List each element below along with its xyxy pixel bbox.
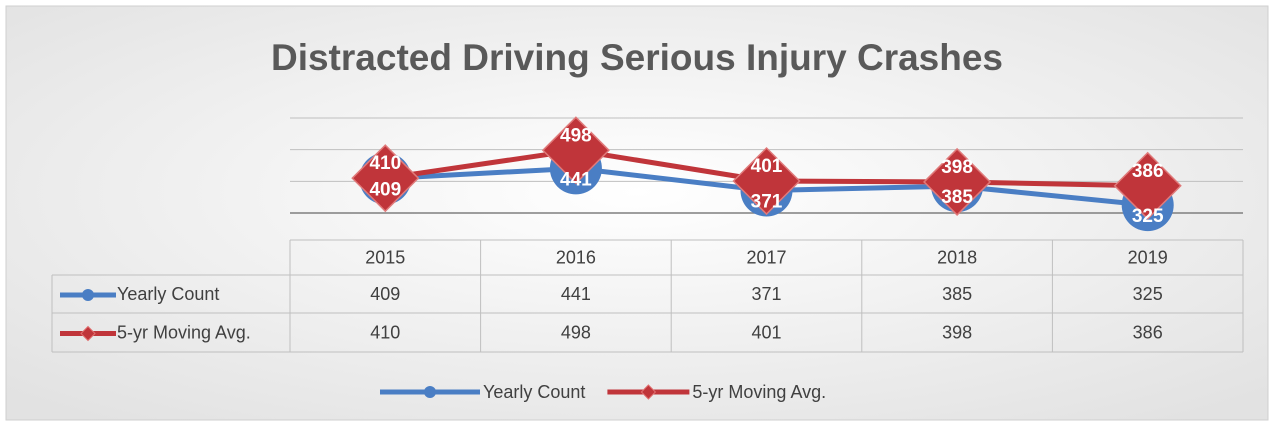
- table-cell: 401: [751, 322, 781, 342]
- table-cell: 441: [561, 284, 591, 304]
- point-marker: [923, 147, 992, 217]
- data-label: 386: [1132, 161, 1164, 182]
- table-cell: 371: [751, 284, 781, 304]
- point-marker: [732, 146, 801, 216]
- table-cell: 410: [370, 322, 400, 342]
- table-cell: 409: [370, 284, 400, 304]
- point-marker: [351, 144, 420, 213]
- table-cell: 498: [561, 322, 591, 342]
- point-marker: [541, 116, 610, 185]
- point-marker: [1113, 151, 1182, 220]
- data-label: 441: [560, 169, 592, 190]
- data-label: 371: [751, 192, 783, 213]
- table-cell: 386: [1133, 322, 1163, 342]
- x-tick-label: 2017: [746, 247, 786, 267]
- table-cell: 385: [942, 284, 972, 304]
- legend-label: Yearly Count: [483, 382, 585, 402]
- data-label: 410: [369, 153, 401, 174]
- legend-key-marker: [424, 386, 436, 398]
- legend-label: 5-yr Moving Avg.: [692, 382, 826, 402]
- x-tick-label: 2018: [937, 247, 977, 267]
- legend-key-marker: [80, 325, 96, 342]
- data-label: 409: [369, 179, 401, 200]
- data-label: 325: [1132, 206, 1164, 227]
- legend-key-marker: [82, 289, 94, 301]
- x-tick-label: 2015: [365, 247, 405, 267]
- table-row-label: 5-yr Moving Avg.: [117, 322, 251, 342]
- legend-key-marker: [640, 384, 657, 400]
- data-label: 398: [941, 157, 973, 178]
- table-cell: 398: [942, 322, 972, 342]
- chart-title: Distracted Driving Serious Injury Crashe…: [271, 37, 1003, 78]
- data-label: 401: [751, 156, 783, 177]
- x-tick-label: 2019: [1128, 247, 1168, 267]
- table-cell: 325: [1133, 284, 1163, 304]
- data-label: 385: [941, 187, 973, 208]
- table-row-label: Yearly Count: [117, 284, 219, 304]
- data-label: 498: [560, 125, 592, 146]
- x-tick-label: 2016: [556, 247, 596, 267]
